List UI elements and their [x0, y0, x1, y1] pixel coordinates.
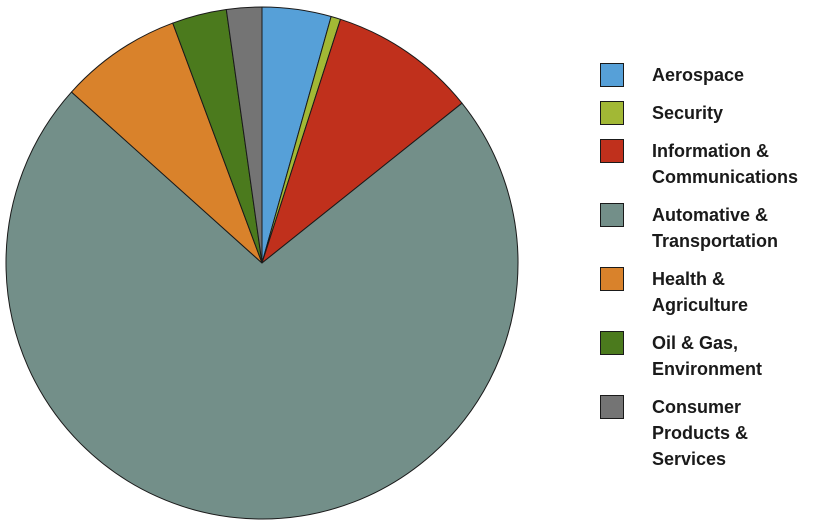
- legend-swatch: [600, 395, 624, 419]
- legend-swatch: [600, 331, 624, 355]
- pie-slice-automative-transportation: [5, 91, 519, 520]
- legend-label: Security: [652, 103, 724, 123]
- pie-slice-consumer-products-services: [225, 6, 263, 264]
- legend-item-health-agriculture: Health & Agriculture: [600, 266, 839, 318]
- legend-label: Information & Communications: [652, 141, 799, 187]
- legend-label: Oil & Gas, Environment: [652, 333, 763, 379]
- legend-swatch: [600, 203, 624, 227]
- legend-label: Health & Agriculture: [652, 269, 749, 315]
- legend-swatch: [600, 267, 624, 291]
- legend-swatch: [600, 101, 624, 125]
- pie-slice-information-communications: [261, 18, 463, 264]
- legend-item-aerospace: Aerospace: [600, 62, 839, 88]
- legend: Aerospace Security Information & Communica…: [600, 62, 839, 484]
- legend-label: Aerospace: [652, 65, 745, 85]
- pie-slice-health-agriculture: [70, 22, 263, 264]
- pie-plot-area: [5, 6, 519, 520]
- legend-item-security: Security: [600, 100, 839, 126]
- legend-item-oil-gas-environment: Oil & Gas, Environment: [600, 330, 839, 382]
- legend-swatch: [600, 139, 624, 163]
- legend-swatch: [600, 63, 624, 87]
- legend-label: Consumer Products & Services: [652, 397, 749, 469]
- legend-item-automative-transportation: Automative & Transportation: [600, 202, 839, 254]
- legend-item-consumer-products-services: Consumer Products & Services: [600, 394, 839, 472]
- legend-item-information-communications: Information & Communications: [600, 138, 839, 190]
- legend-label: Automative & Transportation: [652, 205, 779, 251]
